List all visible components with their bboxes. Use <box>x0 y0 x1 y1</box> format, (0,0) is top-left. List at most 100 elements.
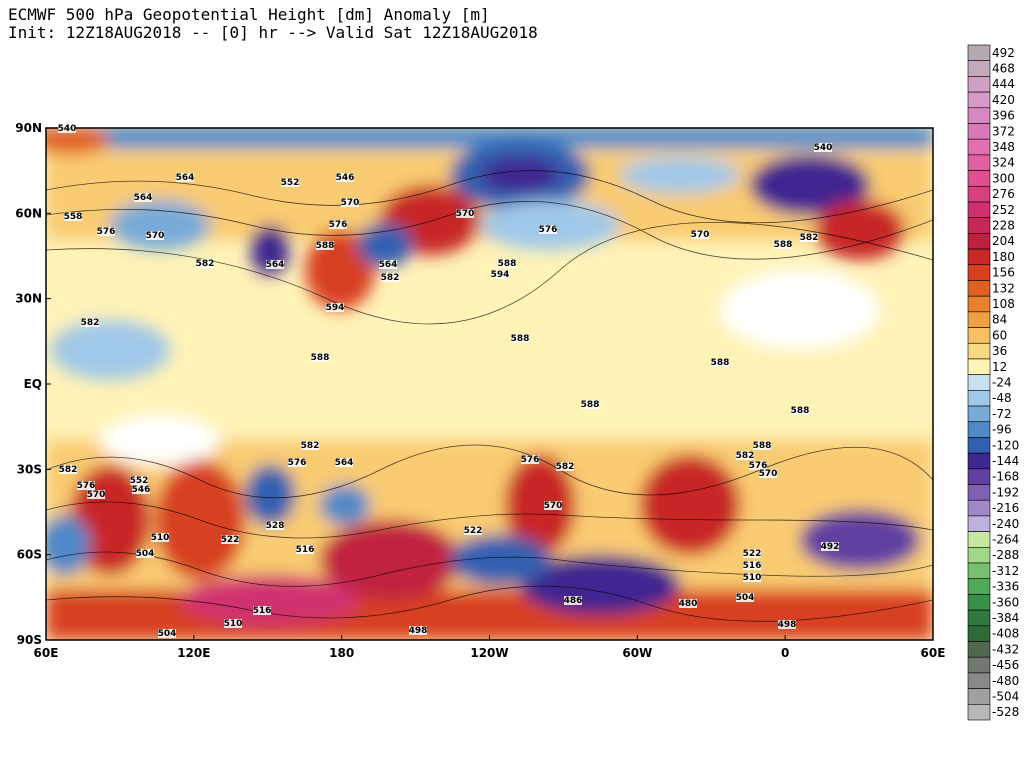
lon-label: 0 <box>781 646 789 660</box>
contour-label-bg <box>736 451 754 460</box>
contour-label: 588 <box>311 353 330 363</box>
colorbar-label: -456 <box>992 658 1019 672</box>
contour-label-bg <box>151 533 169 542</box>
contour-label: 588 <box>498 259 517 269</box>
contour-label-bg <box>301 441 319 450</box>
contour-label: 576 <box>329 220 348 230</box>
contour-label: 570 <box>341 198 360 208</box>
colorbar-label: 228 <box>992 219 1015 233</box>
lon-label: 120W <box>470 646 508 660</box>
colorbar-label: -408 <box>992 627 1019 641</box>
contour-label-bg <box>311 353 329 362</box>
colorbar-label: 276 <box>992 187 1015 201</box>
contour-label: 570 <box>544 501 563 511</box>
map-field <box>46 128 933 640</box>
contour-label-bg <box>556 462 574 471</box>
contour-label-bg <box>336 173 354 182</box>
colorbar-label: 348 <box>992 140 1015 154</box>
colorbar-box <box>967 123 991 140</box>
colorbar-box <box>967 405 991 423</box>
colorbar-label: 324 <box>992 156 1015 170</box>
colorbar-box <box>967 248 991 266</box>
colorbar-box <box>967 233 991 250</box>
colorbar-label: 108 <box>992 297 1015 311</box>
contour-label: 492 <box>821 542 840 552</box>
colorbar-label: 468 <box>992 62 1015 76</box>
colorbar-label: -384 <box>992 611 1019 625</box>
contour-label: 504 <box>736 593 755 603</box>
colorbar-box <box>967 44 991 61</box>
contour-label-bg <box>743 573 761 582</box>
colorbar-box <box>967 390 991 407</box>
contour-label-bg <box>130 476 148 485</box>
lat-label: 60S <box>17 548 42 562</box>
contour-label-bg <box>81 318 99 327</box>
colorbar-box <box>967 185 991 203</box>
contour-label: 576 <box>749 461 768 471</box>
contour-label: 540 <box>58 124 77 134</box>
contour-label-bg <box>288 458 306 467</box>
contour-label-bg <box>821 542 839 551</box>
contour-label-bg <box>253 606 271 615</box>
colorbar-box <box>967 688 991 705</box>
contour-label-bg <box>329 220 347 229</box>
colorbar-label: -360 <box>992 595 1019 609</box>
contour-label: 528 <box>266 521 285 531</box>
colorbar-box <box>967 547 991 564</box>
contour-label: 576 <box>288 458 307 468</box>
colorbar-label: -504 <box>992 689 1019 703</box>
contour-label: 510 <box>224 619 243 629</box>
contour-label: 570 <box>87 490 106 500</box>
contour-label-bg <box>778 620 796 629</box>
contour-label-bg <box>679 599 697 608</box>
contour-label: 582 <box>800 233 819 243</box>
contour-label-bg <box>316 241 334 250</box>
contour-label: 576 <box>521 455 540 465</box>
contour-label: 588 <box>774 240 793 250</box>
contour-label: 570 <box>456 209 475 219</box>
contour-label-bg <box>158 629 176 638</box>
contour-label: 558 <box>64 212 83 222</box>
colorbar-box <box>967 594 991 611</box>
contour-label: 546 <box>336 173 355 183</box>
contour-label: 522 <box>221 535 240 545</box>
contour-label: 570 <box>146 231 165 241</box>
lon-label: 60E <box>921 646 946 660</box>
contour-label-bg <box>743 549 761 558</box>
colorbar-label: 36 <box>992 344 1007 358</box>
colorbar-label: -96 <box>992 423 1012 437</box>
contour-label: 582 <box>59 465 78 475</box>
contour-label: 582 <box>196 259 215 269</box>
contour-label-bg <box>196 259 214 268</box>
colorbar-label: 372 <box>992 124 1015 138</box>
colorbar-box <box>967 437 991 454</box>
colorbar-box <box>967 625 991 642</box>
colorbar-box <box>967 138 991 156</box>
contour-label-bg <box>544 501 562 510</box>
colorbar-box <box>967 531 991 548</box>
colorbar-label: 204 <box>992 234 1015 248</box>
colorbar-label: -120 <box>992 438 1019 452</box>
contour-label: 504 <box>136 549 155 559</box>
contour-label: 594 <box>326 303 345 313</box>
colorbar-label: 60 <box>992 328 1007 342</box>
lon-label: 60W <box>622 646 652 660</box>
contour-label-bg <box>759 469 777 478</box>
contour-label: 588 <box>316 241 335 251</box>
contour-label-bg <box>281 178 299 187</box>
colorbar-box <box>967 641 991 658</box>
colorbar-box <box>967 295 991 313</box>
contour-label-bg <box>341 198 359 207</box>
contour-label-bg <box>296 545 314 554</box>
contour-label: 564 <box>176 173 195 183</box>
colorbar-box <box>967 468 991 485</box>
contour-label-bg <box>521 455 539 464</box>
colorbar: 4924684444203963723483243002762522282041… <box>967 44 1019 721</box>
contour-label-bg <box>58 124 76 133</box>
colorbar-box <box>967 656 991 674</box>
colorbar-box <box>967 264 991 281</box>
contour-label-bg <box>409 626 427 635</box>
